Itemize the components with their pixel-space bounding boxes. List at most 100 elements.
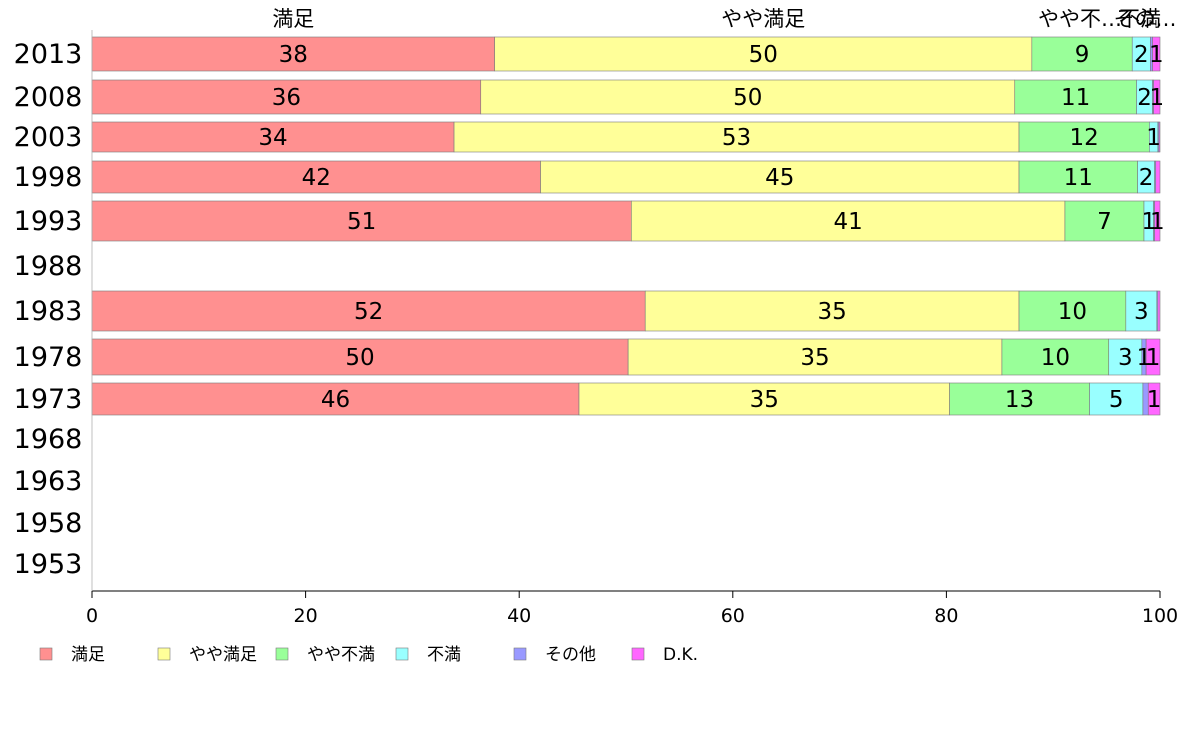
legend-label: 満足: [71, 645, 105, 665]
segment-label: 2: [1139, 165, 1154, 191]
segment-label: 35: [800, 345, 829, 371]
top-label: 不満: [1119, 7, 1161, 31]
x-tick-label: 20: [294, 605, 318, 627]
segment-label: 1: [1150, 209, 1165, 235]
legend-label: D.K.: [663, 645, 698, 665]
year-label: 1958: [14, 508, 83, 539]
year-label: 2003: [14, 122, 83, 153]
segment-label: 1: [1147, 387, 1162, 413]
bar-segment: [1152, 36, 1161, 72]
segment-label: 1: [1149, 42, 1164, 68]
segment-label: 46: [321, 387, 350, 413]
segment-label: 10: [1041, 345, 1070, 371]
bar-segment: [1014, 79, 1137, 115]
bar-segment: [480, 79, 1016, 115]
segment-label: 1: [1141, 209, 1156, 235]
year-label: 2013: [14, 39, 83, 70]
top-label: 満足: [272, 7, 314, 31]
segment-label: 7: [1097, 209, 1112, 235]
segment-label: 41: [834, 209, 863, 235]
legend-swatch: [631, 647, 645, 661]
bar-segment: [1153, 79, 1161, 115]
top-label: やや満足: [721, 7, 805, 31]
bar-segment: [1108, 338, 1143, 376]
year-labels-layer: 2013 2008 2003 1998 1993 1988 1983 1978 1973 1968…: [14, 39, 83, 580]
bar-segment: [1125, 290, 1158, 332]
segment-label: 13: [1005, 387, 1034, 413]
segment-label: 9: [1075, 42, 1090, 68]
bar-segment: [1147, 382, 1161, 416]
bar-segment: [494, 36, 1033, 72]
bar-segment: [1158, 121, 1161, 153]
segment-label: 50: [345, 345, 374, 371]
bar-segment: [1064, 200, 1145, 242]
legend-swatch: [157, 647, 171, 661]
bar-segment: [1018, 121, 1150, 153]
legend-swatch: [513, 647, 527, 661]
bar-segment: [540, 160, 1020, 194]
bar-segment: [91, 121, 455, 153]
segment-label: 53: [722, 125, 751, 151]
bar-segment: [91, 338, 629, 376]
segment-label: 50: [749, 42, 778, 68]
bar-segment: [1145, 338, 1161, 376]
segment-label: 5: [1109, 387, 1124, 413]
segment-label: 52: [354, 299, 383, 325]
bar-segment: [91, 200, 632, 242]
bar-segment: [1155, 160, 1161, 194]
legend-swatch: [395, 647, 409, 661]
top-label: その…: [1114, 7, 1177, 31]
segment-label: 38: [279, 42, 308, 68]
legend-label: 不満: [427, 645, 461, 665]
legend-swatch: [39, 647, 53, 661]
bar-segment: [1031, 36, 1133, 72]
segment-label: 42: [302, 165, 331, 191]
bar-segment: [1154, 200, 1161, 242]
segment-label: 35: [817, 299, 846, 325]
segment-label: 1: [1137, 345, 1152, 371]
year-label: 1963: [14, 466, 83, 497]
segment-label: 3: [1118, 345, 1133, 371]
year-label: 1968: [14, 424, 83, 455]
legend: 満足 やや満足 やや不満 不満 その他 D.K.: [39, 645, 698, 665]
segment-label: 36: [272, 85, 301, 111]
x-tick-label: 0: [86, 605, 98, 627]
bar-segment: [1089, 382, 1144, 416]
legend-swatch: [275, 647, 289, 661]
year-label: 1953: [14, 549, 83, 580]
bar-segment: [91, 382, 580, 416]
top-label: やや不…: [1038, 7, 1122, 31]
x-axis: 0 20 40 60 80 100: [86, 30, 1178, 627]
x-tick-label: 100: [1142, 605, 1178, 627]
x-tick-label: 40: [507, 605, 531, 627]
bar-segment: [91, 290, 646, 332]
segment-label: 11: [1061, 85, 1090, 111]
year-label: 1998: [14, 162, 83, 193]
top-labels-layer: 満足 やや満足 やや不…不満その…: [272, 7, 1176, 31]
year-label: 1988: [14, 251, 83, 282]
segment-label: 45: [765, 165, 794, 191]
segment-label: 1: [1146, 125, 1161, 151]
segment-label: 1: [1149, 85, 1164, 111]
segment-label: 2: [1137, 85, 1152, 111]
bar-segment: [949, 382, 1090, 416]
legend-label: その他: [545, 645, 596, 665]
segment-label: 11: [1064, 165, 1093, 191]
bar-segment: [1018, 160, 1138, 194]
bar-segment: [578, 382, 950, 416]
segment-label: 50: [733, 85, 762, 111]
legend-label: やや不満: [307, 645, 375, 665]
x-tick-label: 80: [934, 605, 958, 627]
bar-segment: [1157, 290, 1161, 332]
segment-label: 2: [1134, 42, 1149, 68]
x-tick-label: 60: [721, 605, 745, 627]
legend-label: やや満足: [189, 645, 257, 665]
year-label: 1983: [14, 296, 83, 327]
segment-label: 10: [1058, 299, 1087, 325]
year-label: 1978: [14, 342, 83, 373]
bars-layer: [91, 36, 1161, 416]
segment-label: 12: [1070, 125, 1099, 151]
segment-label: 51: [347, 209, 376, 235]
